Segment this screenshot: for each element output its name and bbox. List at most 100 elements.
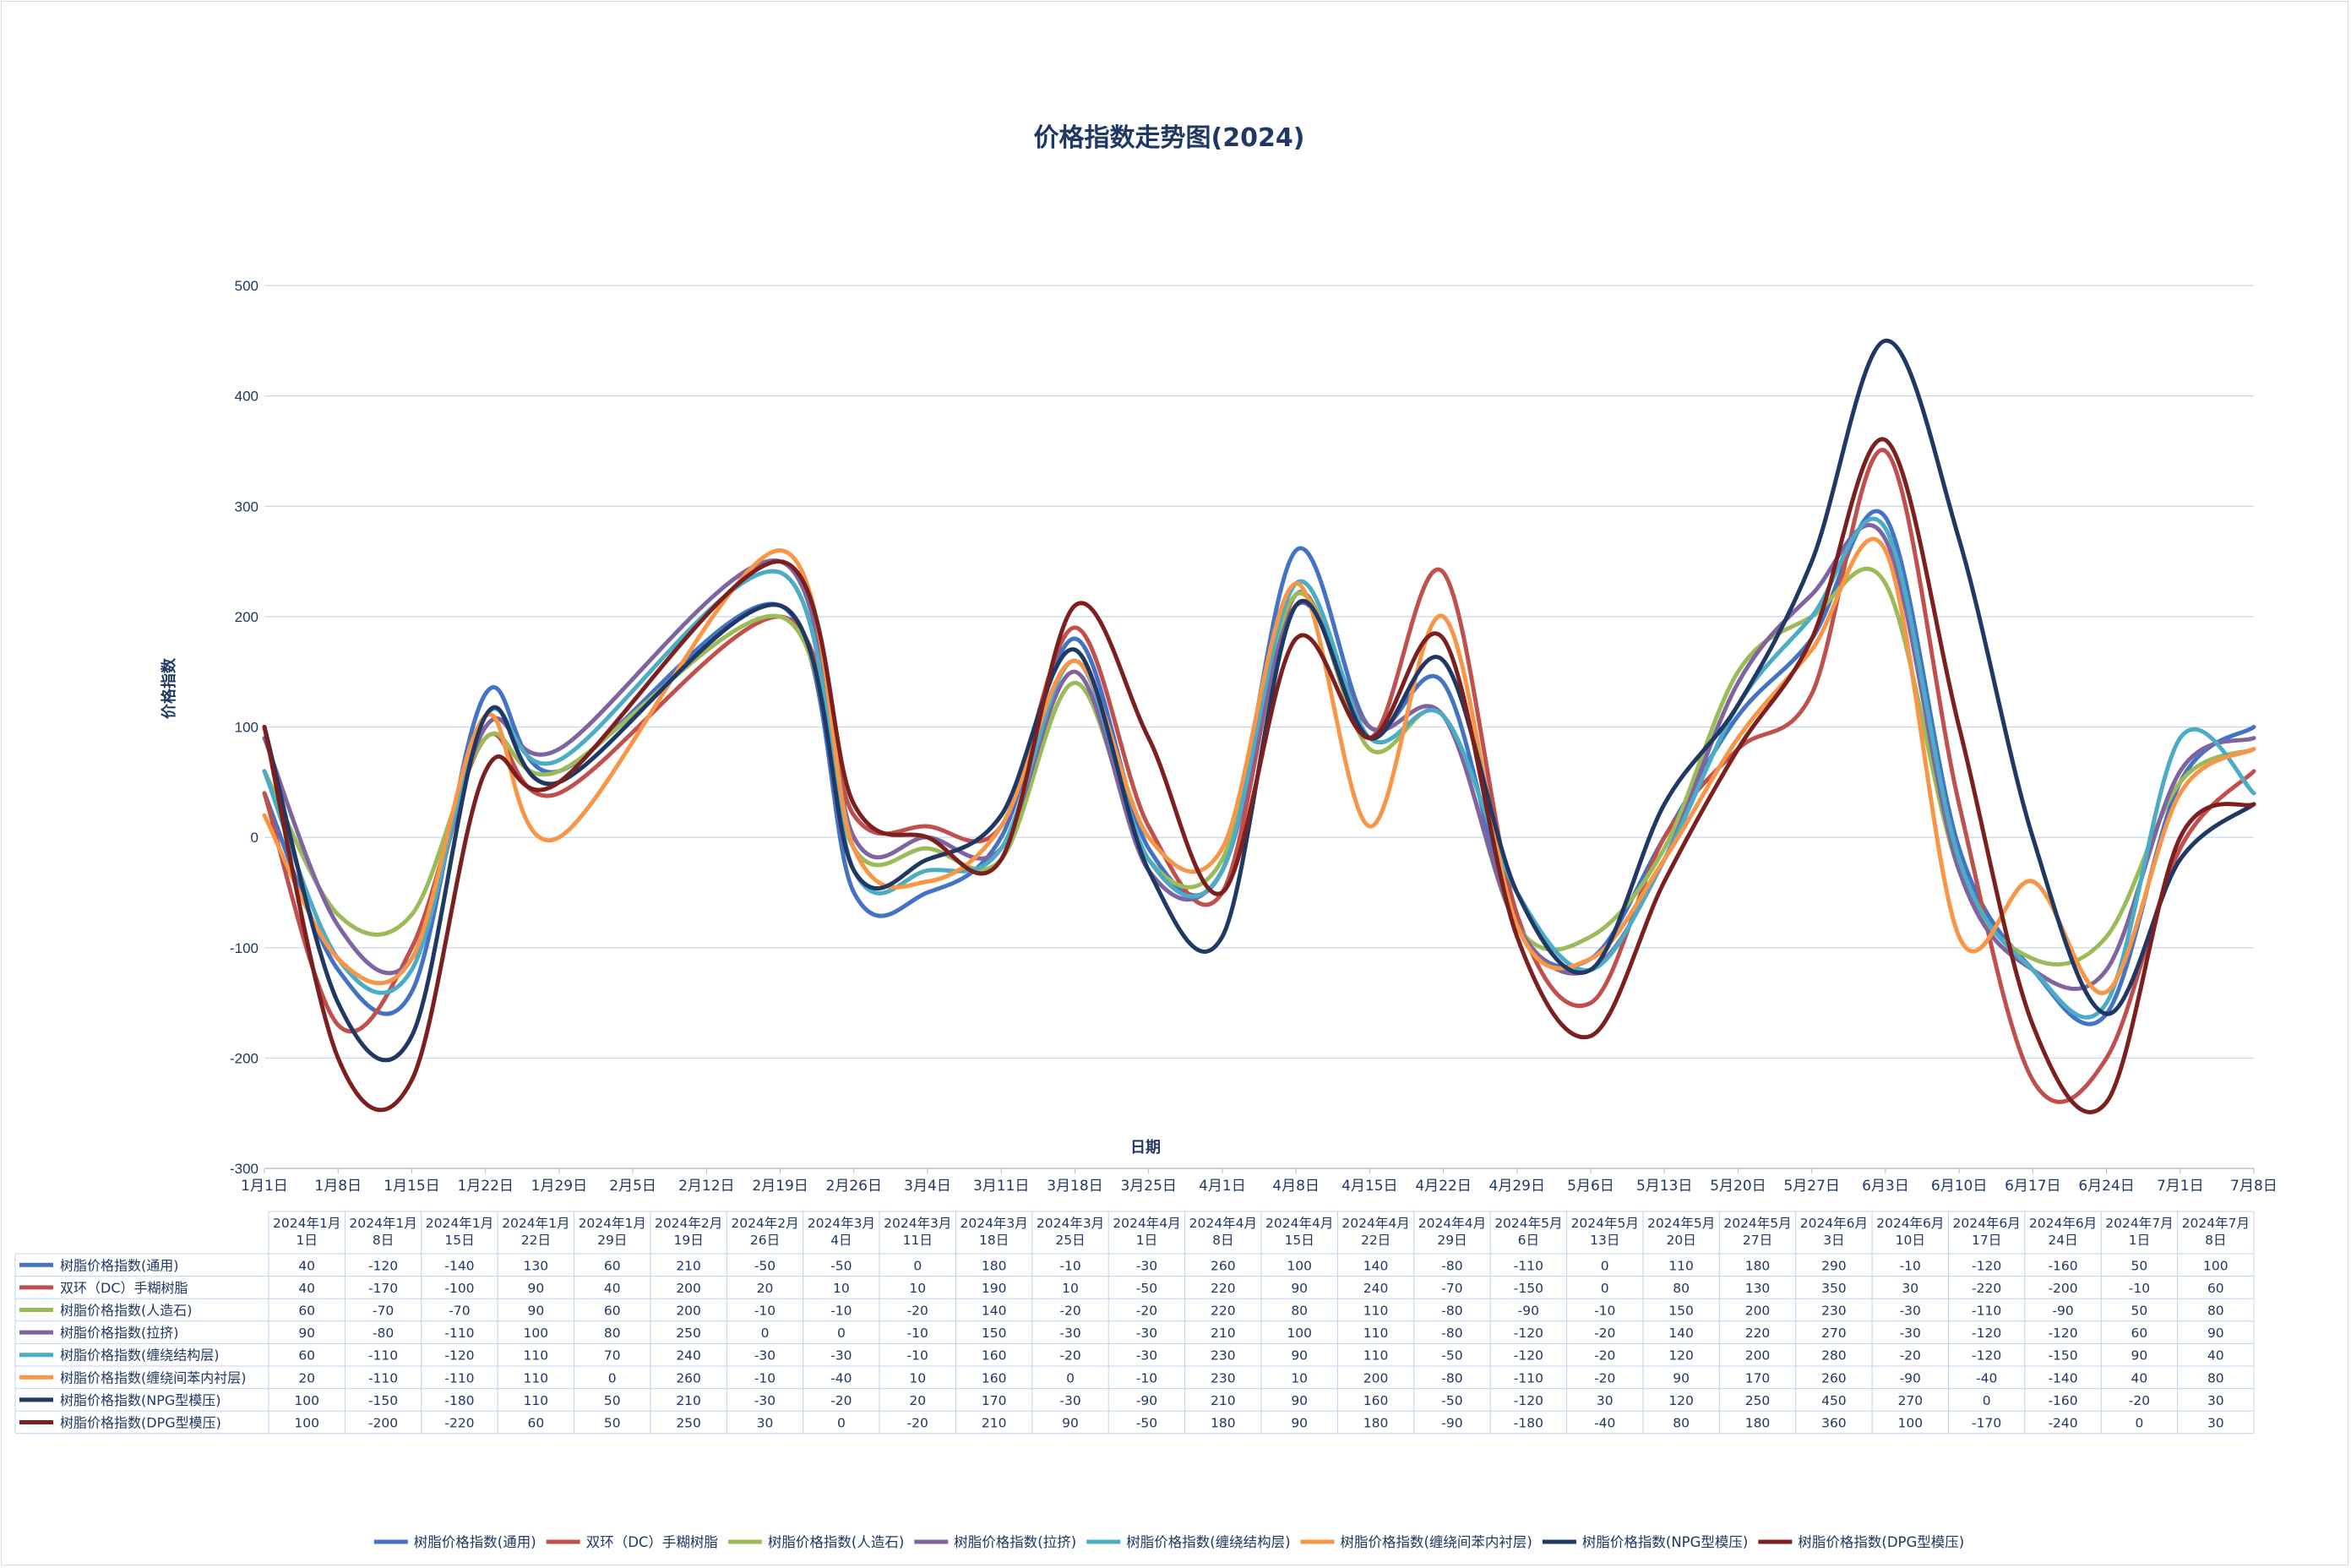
table-cell: 80 <box>2207 1370 2224 1386</box>
table-cell: 100 <box>1287 1258 1312 1273</box>
series-line-7 <box>262 437 2256 1114</box>
table-header-cell: 2024年5月 <box>1571 1216 1639 1231</box>
table-cell: -80 <box>1441 1304 1462 1319</box>
table-cell: -30 <box>1136 1258 1157 1273</box>
table-cell: -80 <box>1441 1258 1462 1273</box>
table-cell: -120 <box>2048 1326 2077 1341</box>
table-cell: 160 <box>982 1348 1007 1364</box>
legend-label: 树脂价格指数(NPG型模压) <box>1582 1534 1748 1550</box>
x-tick-label: 3月11日 <box>973 1178 1029 1195</box>
legend-item-4[interactable]: 树脂价格指数(缠绕结构层) <box>1086 1534 1291 1550</box>
table-cell: 130 <box>1745 1281 1771 1296</box>
table-cell: -80 <box>373 1326 394 1341</box>
x-axis-title: 日期 <box>1130 1139 1161 1157</box>
table-header-cell: 26日 <box>750 1233 780 1248</box>
table-row-label: 双环（DC）手糊树脂 <box>60 1280 188 1296</box>
legend-item-3[interactable]: 树脂价格指数(拉挤) <box>914 1534 1076 1550</box>
x-tick-label: 5月6日 <box>1567 1178 1614 1195</box>
table-cell: 290 <box>1821 1258 1847 1273</box>
table-header-cell: 2024年1月 <box>349 1216 416 1231</box>
table-row-label: 树脂价格指数(DPG型模压) <box>60 1415 221 1431</box>
x-tick-label: 5月20日 <box>1710 1178 1766 1195</box>
y-axis-ticks: -300 -200 -100 0 100 200 300 400 500 <box>230 278 259 1177</box>
table-cell: -30 <box>830 1348 852 1364</box>
y-tick-label: -300 <box>230 1161 259 1177</box>
table-cell: 180 <box>1745 1258 1771 1273</box>
table-cell: 30 <box>2207 1416 2224 1431</box>
table-cell: 100 <box>1897 1416 1923 1431</box>
table-cell: -110 <box>368 1370 398 1386</box>
table-header-cell: 10日 <box>1896 1233 1925 1248</box>
table-cell: -240 <box>2048 1416 2077 1431</box>
legend-item-6[interactable]: 树脂价格指数(NPG型模压) <box>1542 1534 1748 1550</box>
table-header-cell: 2024年1月 <box>426 1216 493 1231</box>
table-header-cell: 2024年5月 <box>1494 1216 1562 1231</box>
table-cell: 30 <box>757 1416 774 1431</box>
table-header-cell: 27日 <box>1743 1233 1772 1248</box>
table-cell: -50 <box>830 1258 852 1273</box>
table-cell: -40 <box>1976 1370 1997 1386</box>
legend-item-2[interactable]: 树脂价格指数(人造石) <box>727 1534 904 1550</box>
table-cell: 230 <box>1211 1348 1236 1364</box>
series-line-5 <box>262 536 2256 995</box>
legend-label: 树脂价格指数(缠绕间苯内衬层) <box>1341 1534 1532 1550</box>
legend-item-7[interactable]: 树脂价格指数(DPG型模压) <box>1758 1534 1964 1550</box>
table-cell: -70 <box>1441 1281 1462 1296</box>
table-cell: 110 <box>1363 1326 1389 1341</box>
legend-item-1[interactable]: 双环（DC）手糊树脂 <box>546 1534 718 1550</box>
table-cell: 40 <box>298 1258 315 1273</box>
legend-item-0[interactable]: 树脂价格指数(通用) <box>373 1534 536 1550</box>
table-header-cell: 18日 <box>979 1233 1009 1248</box>
x-tick-label: 1月29日 <box>531 1178 587 1195</box>
x-tick-label: 5月27日 <box>1783 1178 1839 1195</box>
series-lines <box>262 338 2256 1114</box>
table-cell: -10 <box>907 1326 928 1341</box>
table-cell: 180 <box>982 1258 1007 1273</box>
table-header-cell: 11日 <box>903 1233 933 1248</box>
table-header-cell: 22日 <box>1361 1233 1390 1248</box>
table-header-cell: 3日 <box>1823 1233 1844 1248</box>
table-cell: 270 <box>1897 1393 1923 1408</box>
table-header-cell: 2024年5月 <box>1647 1216 1715 1231</box>
table-cell: -10 <box>907 1348 928 1364</box>
table-cell: -20 <box>1594 1370 1615 1386</box>
x-tick-label: 2月26日 <box>826 1178 882 1195</box>
table-header-cell: 15日 <box>1285 1233 1314 1248</box>
table-header-cell: 2024年6月 <box>2029 1216 2097 1231</box>
legend-item-5[interactable]: 树脂价格指数(缠绕间苯内衬层) <box>1300 1534 1532 1550</box>
table-row-label: 树脂价格指数(缠绕间苯内衬层) <box>60 1369 247 1386</box>
table-cell: 0 <box>1066 1370 1075 1386</box>
table-cell: -50 <box>754 1258 776 1273</box>
table-cell: 360 <box>1821 1416 1847 1431</box>
table-cell: 230 <box>1211 1370 1236 1386</box>
table-header-cell: 2024年6月 <box>1800 1216 1868 1231</box>
table-cell: -220 <box>1972 1281 2001 1296</box>
legend[interactable]: 树脂价格指数(通用) 双环（DC）手糊树脂 树脂价格指数(人造石) 树脂价格指数(拉挤… <box>373 1534 1964 1550</box>
table-cell: 150 <box>982 1326 1007 1341</box>
table-cell: 80 <box>1673 1281 1690 1296</box>
y-tick-label: 400 <box>235 389 259 405</box>
table-header-cell: 2024年6月 <box>1952 1216 2020 1231</box>
table-header-cell: 2024年4月 <box>1341 1216 1409 1231</box>
table-cell: 20 <box>757 1281 774 1296</box>
table-cell: -90 <box>1900 1370 1921 1386</box>
table-header-cell: 1日 <box>297 1233 318 1248</box>
table-cell: -10 <box>2129 1281 2150 1296</box>
table-header-cell: 20日 <box>1666 1233 1695 1248</box>
table-cell: 70 <box>604 1348 621 1364</box>
legend-label: 双环（DC）手糊树脂 <box>586 1534 718 1550</box>
table-header-cell: 8日 <box>1212 1233 1233 1248</box>
table-cell: 160 <box>982 1370 1007 1386</box>
table-cell: 90 <box>1291 1393 1308 1408</box>
table-cell: 40 <box>298 1281 315 1296</box>
table-cell: -150 <box>2048 1348 2077 1364</box>
table-cell: -120 <box>1972 1258 2001 1273</box>
table-cell: -80 <box>1441 1326 1462 1341</box>
table-cell: 90 <box>1062 1416 1079 1431</box>
table-cell: -110 <box>444 1326 474 1341</box>
table-cell: -50 <box>1441 1348 1462 1364</box>
table-header-cell: 24日 <box>2048 1233 2077 1248</box>
table-header-cell: 2024年3月 <box>884 1216 951 1231</box>
table-cell: 110 <box>524 1348 549 1364</box>
